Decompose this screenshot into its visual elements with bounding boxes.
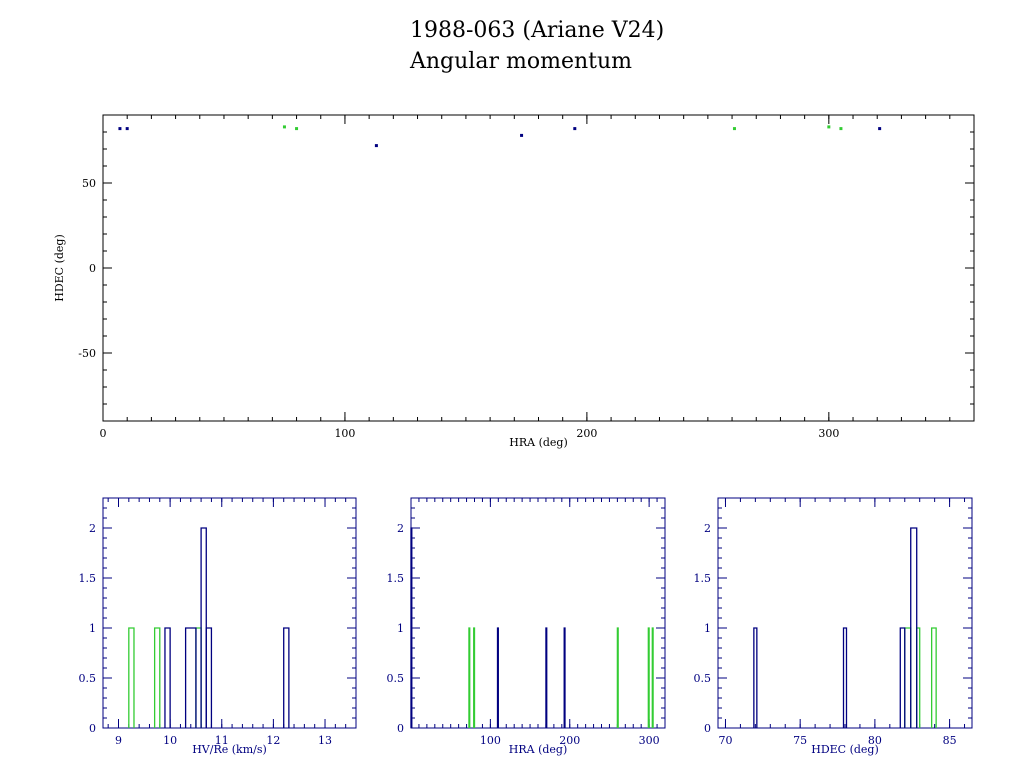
y-tick-label: 0.5	[694, 672, 712, 685]
y-tick-label: 0.5	[79, 672, 97, 685]
histogram-bar	[904, 627, 912, 728]
x-axis-label: HRA (deg)	[509, 436, 568, 449]
histogram-bar	[153, 627, 161, 728]
scatter-point	[282, 125, 286, 129]
scatter-point	[118, 127, 122, 131]
chart-title-line1: 1988-063 (Ariane V24)	[410, 18, 664, 43]
x-tick-label: 0	[100, 427, 107, 440]
histogram-bar	[910, 527, 918, 728]
histogram-bar	[410, 527, 413, 728]
y-tick-label: 2	[397, 522, 404, 535]
y-tick-label: 0	[704, 722, 711, 735]
scatter-point	[295, 127, 299, 131]
x-axis-label: HDEC (deg)	[811, 743, 879, 756]
scatter-point	[839, 127, 843, 131]
y-tick-label: 1.5	[387, 572, 405, 585]
histogram-bar	[164, 627, 171, 728]
scatter-point	[878, 127, 882, 131]
histogram-bar	[200, 527, 207, 728]
y-tick-label: -50	[78, 347, 96, 360]
x-tick-label: 75	[793, 734, 807, 747]
histogram-bar	[184, 627, 197, 728]
histogram-bar	[283, 627, 290, 728]
y-tick-label: 50	[82, 177, 96, 190]
scatter-point	[520, 133, 524, 137]
histogram-bar	[842, 627, 848, 728]
histogram-bar	[128, 627, 135, 728]
x-tick-label: 12	[266, 734, 280, 747]
scatter-point	[732, 127, 736, 131]
histogram-bar	[931, 627, 937, 728]
histogram-bar	[651, 627, 654, 728]
plot-frame	[102, 497, 357, 729]
plot-3: 100 200 300 0 0.5 1 1.5 2 HRA (deg)	[387, 497, 666, 756]
x-tick-label: 300	[639, 734, 660, 747]
histogram-bar	[468, 627, 471, 728]
x-tick-label: 200	[559, 734, 580, 747]
x-tick-label: 100	[334, 427, 355, 440]
histogram-bar	[563, 627, 566, 728]
histogram-bar	[899, 627, 906, 728]
x-tick-label: 13	[318, 734, 332, 747]
x-tick-label: 85	[943, 734, 957, 747]
x-tick-label: 70	[718, 734, 732, 747]
x-tick-label: 200	[576, 427, 597, 440]
y-tick-label: 2	[89, 522, 96, 535]
y-tick-label: 1	[704, 622, 711, 635]
y-axis-label: HDEC (deg)	[53, 234, 66, 302]
x-tick-label: 300	[818, 427, 839, 440]
histogram-bar	[647, 627, 650, 728]
y-tick-label: 1	[89, 622, 96, 635]
x-axis-label: HV/Re (km/s)	[192, 743, 267, 756]
plot-frame	[410, 497, 666, 729]
y-tick-label: 1.5	[694, 572, 712, 585]
histogram-bar	[473, 627, 476, 728]
histogram-bar	[205, 627, 213, 728]
scatter-point	[374, 144, 378, 148]
plot-1: 0 100 200 300 -50 0 50 HRA (deg) HDEC (deg)	[53, 114, 975, 449]
chart-title-line2: Angular momentum	[409, 49, 632, 74]
scatter-point	[573, 127, 577, 131]
x-tick-label: 100	[480, 734, 501, 747]
plot-frame	[717, 497, 973, 729]
y-tick-label: 0.5	[387, 672, 405, 685]
y-tick-label: 0	[397, 722, 404, 735]
y-tick-label: 0	[89, 262, 96, 275]
x-tick-label: 11	[215, 734, 229, 747]
plot-2: 9 10 11 12 13 0 0.5 1 1.5 2 HV/Re (km/s)	[79, 497, 357, 756]
histogram-bar	[753, 627, 758, 728]
plot-4: 70 75 80 85 0 0.5 1 1.5 2 HDEC (deg)	[694, 497, 973, 756]
y-tick-label: 2	[704, 522, 711, 535]
histogram-bar	[195, 627, 202, 728]
histogram-bar	[616, 627, 619, 728]
y-tick-label: 1	[397, 622, 404, 635]
x-tick-label: 9	[115, 734, 122, 747]
y-tick-label: 1.5	[79, 572, 97, 585]
histogram-bar	[496, 627, 499, 728]
x-tick-label: 80	[868, 734, 882, 747]
scatter-point	[827, 125, 831, 129]
x-tick-label: 10	[163, 734, 177, 747]
x-axis-label: HRA (deg)	[509, 743, 568, 756]
y-tick-label: 0	[89, 722, 96, 735]
scatter-point	[125, 127, 129, 131]
histogram-bar	[545, 627, 548, 728]
plot-frame	[102, 114, 975, 422]
